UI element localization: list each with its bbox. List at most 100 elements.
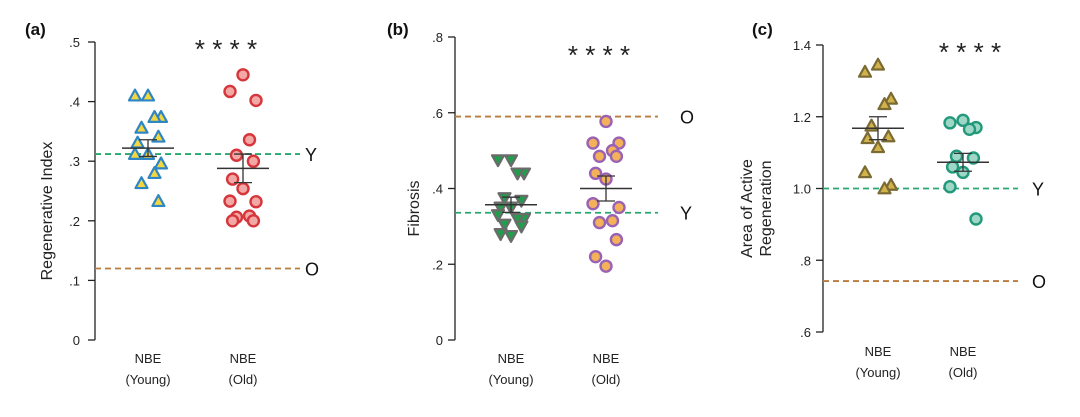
panel-label: (b) [387, 20, 409, 39]
y-axis-label: Fibrosis [406, 180, 423, 236]
data-point [249, 93, 263, 108]
data-point [510, 167, 525, 181]
data-point [503, 154, 519, 168]
significance-stars: * * * * [195, 34, 257, 64]
data-point [236, 68, 250, 82]
data-point [147, 166, 162, 180]
y-tick-label: 0 [436, 333, 443, 348]
x-tick-label: NBE [865, 344, 892, 359]
data-point [870, 140, 886, 154]
data-point [870, 57, 886, 71]
data-point [609, 149, 624, 164]
data-point [223, 194, 237, 208]
panel-c: (c) .6 .8 1.0 1.2 1.4 Area of Active Regenerati… [739, 20, 1046, 380]
data-point [881, 129, 896, 143]
data-point [609, 232, 624, 247]
x-tick-label: (Old) [949, 365, 978, 380]
data-point [510, 212, 525, 226]
reference-line-label: O [1032, 272, 1046, 292]
series-young [122, 88, 174, 208]
data-point [877, 181, 892, 195]
x-tick-label: NBE [230, 351, 257, 366]
data-point [588, 166, 603, 181]
panel-a: (a) 0 .1 .2 .3 .4 .5 Regenerative Index Y O * * * … [25, 20, 319, 387]
data-point [225, 172, 240, 186]
data-point [883, 91, 899, 105]
data-point [493, 228, 508, 242]
data-point [140, 88, 156, 102]
y-tick-label: .4 [69, 95, 80, 110]
data-point [605, 213, 620, 228]
data-point [588, 249, 603, 264]
data-point [223, 84, 237, 99]
data-point [236, 181, 250, 196]
data-point [151, 194, 166, 208]
data-point [497, 218, 512, 232]
y-tick-label: 1.2 [793, 110, 811, 125]
x-tick-label: (Young) [125, 372, 170, 387]
data-point [877, 97, 892, 111]
data-point [490, 209, 506, 223]
data-point [612, 200, 626, 215]
data-point [490, 154, 506, 168]
data-point [860, 131, 875, 145]
data-point [962, 122, 977, 137]
x-tick-label: (Young) [488, 372, 533, 387]
y-tick-label: .6 [800, 325, 811, 340]
x-tick-label: NBE [950, 344, 977, 359]
data-point [514, 194, 529, 208]
y-tick-label: 1.0 [793, 182, 811, 197]
panel-label: (c) [752, 20, 773, 39]
series-old [580, 114, 632, 273]
data-point [599, 259, 613, 273]
x-tick-label: (Old) [592, 372, 621, 387]
data-point [592, 149, 607, 164]
data-point [514, 220, 529, 234]
x-tick-label: (Young) [855, 365, 900, 380]
data-point [966, 151, 981, 165]
y-tick-label: .6 [432, 106, 443, 121]
data-point [151, 129, 166, 143]
data-point [503, 229, 519, 243]
x-tick-label: NBE [135, 351, 162, 366]
data-point [599, 114, 613, 129]
data-point [497, 192, 512, 206]
series-young [485, 154, 537, 243]
data-point [127, 88, 143, 102]
data-point [147, 109, 162, 123]
data-point [225, 214, 240, 228]
y-tick-label: 0 [73, 333, 80, 348]
y-tick-label: .2 [432, 257, 443, 272]
y-tick-label: .2 [69, 214, 80, 229]
y-axis-label: Regeneration [758, 160, 775, 256]
data-point [969, 212, 983, 226]
panel-b: (b) 0 .2 .4 .6 .8 Fibrosis O Y * * * * NBE (Young) N… [387, 20, 694, 387]
data-point [586, 196, 600, 211]
y-axis-label: Regenerative Index [39, 142, 56, 281]
reference-line-label: Y [680, 204, 692, 224]
x-tick-label: NBE [498, 351, 525, 366]
data-point [246, 214, 261, 228]
data-point [949, 149, 964, 163]
x-tick-label: NBE [593, 351, 620, 366]
y-tick-label: .4 [432, 182, 443, 197]
data-point [592, 215, 607, 230]
reference-line-label: O [305, 259, 319, 279]
series-old [217, 68, 269, 228]
y-tick-label: .3 [69, 154, 80, 169]
y-tick-label: 1.4 [793, 38, 811, 53]
y-tick-label: .1 [69, 273, 80, 288]
data-point [249, 195, 263, 209]
data-point [229, 148, 244, 162]
data-point [586, 136, 600, 150]
data-point [956, 113, 970, 128]
significance-stars: * * * * [568, 40, 630, 70]
data-point [943, 180, 957, 194]
data-point [242, 133, 257, 147]
data-point [127, 146, 143, 160]
y-tick-label: .5 [69, 35, 80, 50]
data-point [857, 165, 873, 179]
data-point [945, 160, 960, 174]
data-point [134, 176, 149, 190]
